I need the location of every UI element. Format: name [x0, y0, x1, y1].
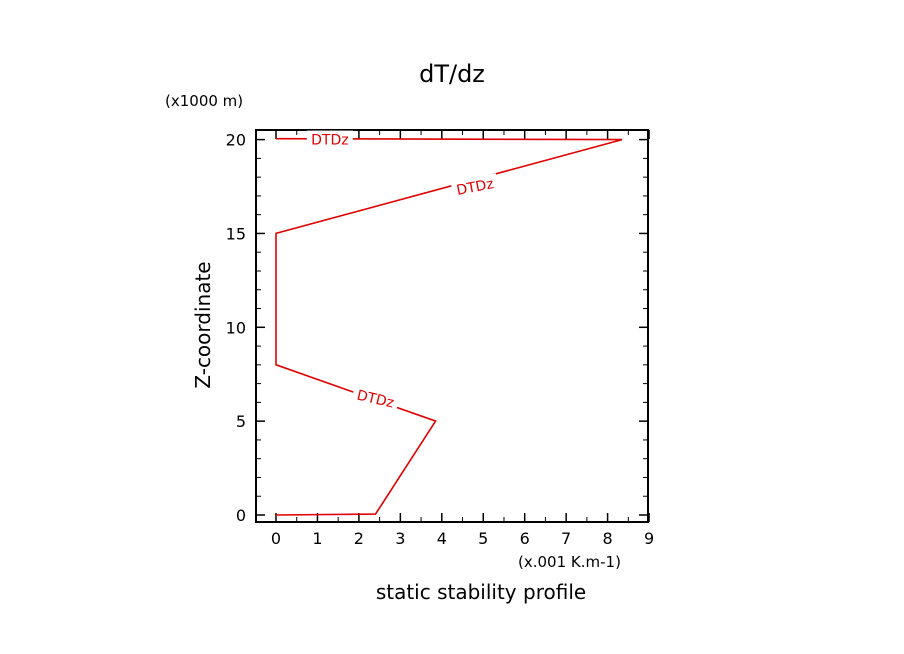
- series-line-dtdz: [275, 137, 623, 516]
- x-tick-label: 9: [644, 529, 654, 548]
- label-background: [450, 173, 500, 199]
- series-inline-label: DTDz: [306, 130, 353, 149]
- x-tick-label: 5: [478, 529, 488, 548]
- x-unit-label: (x.001 K.m-1): [518, 553, 621, 571]
- label-background: [306, 130, 353, 148]
- y-unit-label: (x1000 m): [165, 92, 244, 110]
- x-axis-label: static stability profile: [375, 580, 587, 604]
- y-tick-label: 15: [226, 224, 246, 243]
- y-tick-label: 0: [236, 506, 246, 525]
- label-background: [351, 384, 400, 412]
- x-tick-label: 3: [395, 529, 405, 548]
- plot-frame: [255, 129, 649, 523]
- x-tick-label: 6: [520, 529, 530, 548]
- x-tick-label: 8: [603, 529, 613, 548]
- series-inline-label: DTDz: [351, 384, 400, 412]
- series-label-text: DTDz: [311, 133, 348, 149]
- y-tick-label: 5: [236, 412, 246, 431]
- series-label-text: DTDz: [455, 176, 495, 199]
- x-tick-label: 4: [437, 529, 447, 548]
- series-label-text: DTDz: [355, 388, 395, 412]
- x-tick-label: 2: [354, 529, 364, 548]
- chart-title: dT/dz: [419, 60, 485, 88]
- x-tick-label: 1: [312, 529, 322, 548]
- y-tick-label: 20: [226, 131, 246, 150]
- series-inline-label: DTDz: [450, 173, 500, 199]
- x-tick-label: 7: [561, 529, 571, 548]
- y-tick-label: 10: [226, 318, 246, 337]
- x-tick-label: 0: [271, 529, 281, 548]
